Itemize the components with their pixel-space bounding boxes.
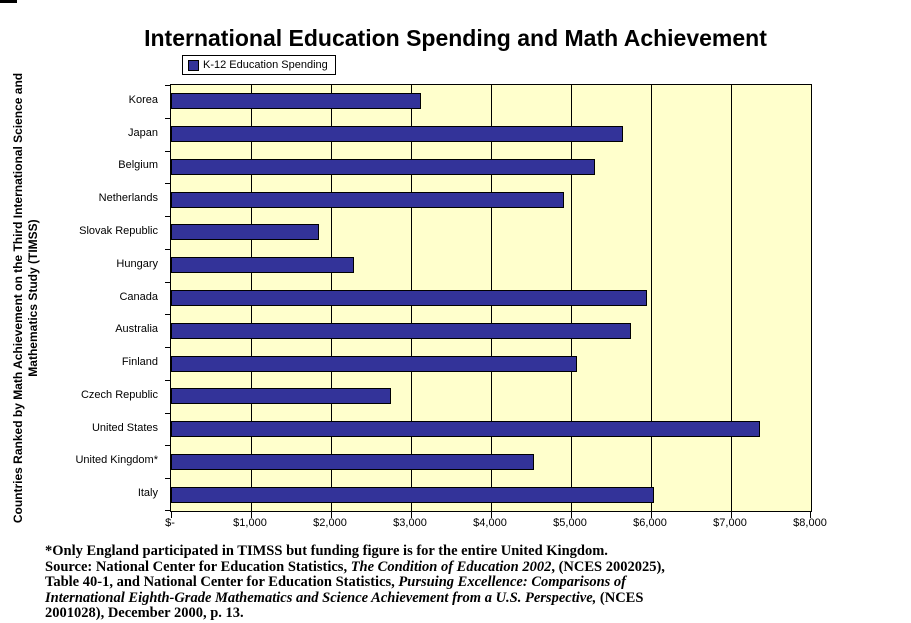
footnote-text: 2001028), December 2000, p. 13. (45, 605, 244, 621)
category-label: Slovak Republic (79, 224, 158, 237)
category-label: United States (91, 421, 158, 434)
footnote-line: International Eighth-Grade Mathematics a… (45, 589, 875, 607)
gridline (650, 85, 652, 511)
y-axis-tick (165, 413, 171, 414)
x-axis-labels: $- $1,000 $2,000 $3,000 $4,000 $5,000 $6,000 $7… (165, 517, 827, 531)
category-label: Finland (121, 356, 158, 369)
legend-swatch-icon (188, 59, 199, 71)
footnote-text: (NCES (596, 589, 644, 606)
footnote-line: *Only England participated in TIMSS but … (45, 543, 875, 560)
y-axis-tick (165, 314, 171, 315)
corner-artifact (0, 0, 17, 3)
x-axis-tick (571, 511, 572, 518)
y-axis-tick (165, 478, 171, 479)
y-axis-labels: Korea Japan Belgium Netherlands Slovak Repub… (0, 84, 164, 510)
chart-title: International Education Spending and Mat… (144, 25, 767, 51)
bar-united-states (171, 421, 760, 438)
bar-czech-republic (171, 388, 391, 405)
category-label: Japan (128, 126, 158, 139)
x-tick-label: $1,000 (233, 517, 267, 529)
category-label: Canada (119, 290, 158, 303)
category-label: Korea (128, 93, 158, 106)
bar-korea (171, 93, 421, 110)
bar-finland (171, 355, 577, 372)
footnote-text: The Condition of Education 2002 (350, 558, 552, 575)
x-tick-label: $4,000 (473, 517, 507, 529)
plot-area (165, 84, 812, 518)
bar-canada (171, 290, 647, 306)
x-axis-tick (491, 511, 492, 518)
legend: K-12 Education Spending (182, 55, 336, 75)
y-axis-tick (165, 151, 171, 152)
x-axis-tick (810, 511, 811, 518)
x-tick-label: $2,000 (313, 517, 347, 529)
footnote-line: 2001028), December 2000, p. 13. (45, 605, 875, 622)
y-axis-tick (165, 445, 171, 446)
x-tick-label: $6,000 (633, 517, 667, 529)
footnote-text: *Only England participated in TIMSS but … (45, 543, 608, 559)
y-axis-tick (165, 216, 171, 217)
category-label: United Kingdom* (75, 454, 158, 467)
x-tick-label: $7,000 (713, 517, 747, 529)
category-label: Netherlands (98, 192, 158, 205)
footnote-text: International Eighth-Grade Mathematics a… (45, 589, 597, 606)
x-axis-tick (171, 511, 172, 518)
x-tick-label: $8,000 (793, 517, 827, 529)
y-axis-tick (165, 282, 171, 283)
footnote-line: Table 40-1, and National Center for Educ… (45, 574, 875, 591)
bar-slovak-republic (171, 224, 319, 241)
footnote: *Only England participated in TIMSS but … (45, 543, 875, 622)
category-label: Czech Republic (80, 388, 158, 401)
x-axis-tick (651, 511, 652, 518)
category-label: Hungary (116, 257, 158, 270)
x-axis-tick (331, 511, 332, 518)
bar-japan (171, 126, 623, 143)
y-axis-tick (165, 118, 171, 119)
x-axis-tick (251, 511, 252, 518)
y-axis-tick (165, 347, 171, 348)
y-axis-tick (165, 510, 171, 511)
footnote-text: Source: National Center for Education St… (45, 558, 351, 575)
y-axis-tick (165, 183, 171, 184)
footnote-line: Source: National Center for Education St… (45, 558, 875, 576)
x-axis-tick (411, 511, 412, 518)
x-axis-tick (731, 511, 732, 518)
x-tick-label: $5,000 (553, 517, 587, 529)
bar-united-kingdom- (171, 453, 535, 470)
bar-belgium (171, 158, 595, 175)
bar-australia (171, 322, 631, 339)
bar-italy (171, 486, 655, 503)
x-tick-label: $- (165, 517, 175, 529)
y-axis-tick (165, 380, 171, 381)
gridline (730, 85, 732, 511)
x-tick-label: $3,000 (393, 517, 427, 529)
y-axis-tick (165, 249, 171, 250)
bar-netherlands (171, 191, 564, 208)
bar-hungary (171, 257, 355, 274)
footnote-text: Table 40-1, and National Center for Educ… (45, 574, 399, 590)
category-label: Australia (115, 323, 158, 336)
category-label: Italy (137, 487, 158, 500)
legend-label: K-12 Education Spending (203, 59, 328, 71)
y-axis-tick (165, 85, 171, 86)
footnote-text: Pursuing Excellence: Comparisons of (398, 574, 626, 590)
category-label: Belgium (118, 159, 158, 172)
footnote-text: , (NCES 2002025), (551, 558, 665, 575)
